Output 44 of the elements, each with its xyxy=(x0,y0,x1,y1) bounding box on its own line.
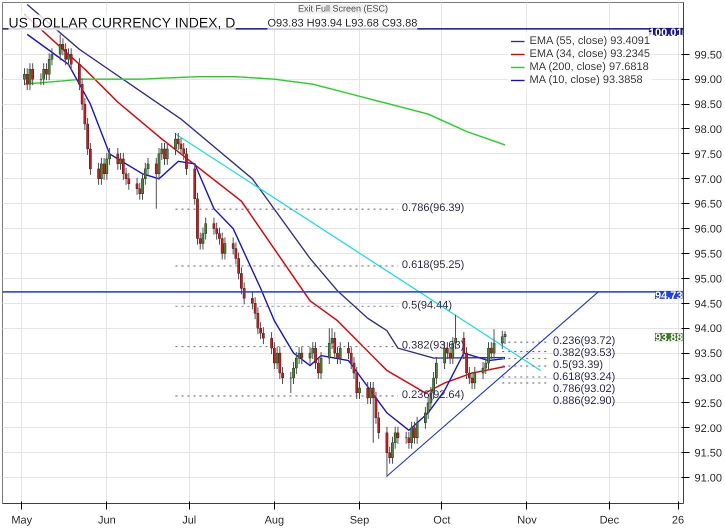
legend-label: MA (10, close) 93.3858 xyxy=(530,74,643,86)
annotation: 0.618(95.25) xyxy=(402,258,464,271)
annotation: 0.786(96.39) xyxy=(402,202,464,214)
legend-label: EMA (34, close) 93.2345 xyxy=(530,48,650,60)
y-tick-label: 96.50 xyxy=(694,198,722,211)
x-tick-label: Jun xyxy=(98,514,116,526)
y-tick-label: 99.50 xyxy=(694,49,722,62)
y-tick-label: 97.50 xyxy=(694,148,722,161)
ref-line-label: 100.01 xyxy=(648,26,683,39)
y-tick-label: 92.00 xyxy=(694,422,722,435)
y-tick-label: 98.00 xyxy=(694,124,722,136)
annotation: 0.236(93.72) xyxy=(552,335,616,348)
y-tick-label: 94.50 xyxy=(694,298,722,310)
ref-line-label: 94.73 xyxy=(654,290,683,302)
y-tick-label: 93.50 xyxy=(694,348,722,360)
y-tick-label: 93.00 xyxy=(694,373,722,385)
y-tick-label: 95.50 xyxy=(694,248,722,260)
text: US DOLLAR CURRENCY INDEX, D xyxy=(8,14,236,30)
x-tick-label: 26 xyxy=(672,514,684,526)
y-tick-label: 99.00 xyxy=(694,74,722,86)
y-tick-label: 94.00 xyxy=(694,323,722,336)
x-tick-label: Sep xyxy=(350,514,370,526)
y-tick-label: 91.00 xyxy=(694,472,722,485)
y-tick-label: 97.00 xyxy=(694,174,722,186)
x-tick-label: Dec xyxy=(600,514,620,526)
annotation: 0.886(92.90) xyxy=(552,394,616,407)
y-tick-label: 98.50 xyxy=(694,99,722,112)
x-tick-label: Aug xyxy=(264,514,284,526)
annotation: 0.786(93.02) xyxy=(552,382,616,395)
annotation: 0.382(93.53) xyxy=(552,347,616,360)
legend-label: EMA (55, close) 93.4091 xyxy=(530,35,650,47)
annotation: Exit Full Screen (ESC) xyxy=(298,4,388,14)
annotation: 0.618(93.24) xyxy=(552,371,616,383)
legend-label: MA (200, close) 97.6818 xyxy=(530,61,649,73)
y-tick-label: 91.50 xyxy=(694,448,722,460)
x-tick-label: May xyxy=(11,514,33,526)
annotation: 0.5(93.39) xyxy=(552,359,604,372)
y-tick-label: 92.50 xyxy=(694,398,722,410)
y-tick-label: 95.00 xyxy=(694,273,722,286)
x-tick-label: Jul xyxy=(182,514,196,526)
annotation: O93.83 H93.94 L93.68 C93.88 xyxy=(268,18,418,30)
y-tick-label: 96.00 xyxy=(694,224,722,236)
x-tick-label: Oct xyxy=(433,514,450,526)
x-tick-label: Nov xyxy=(517,514,538,526)
